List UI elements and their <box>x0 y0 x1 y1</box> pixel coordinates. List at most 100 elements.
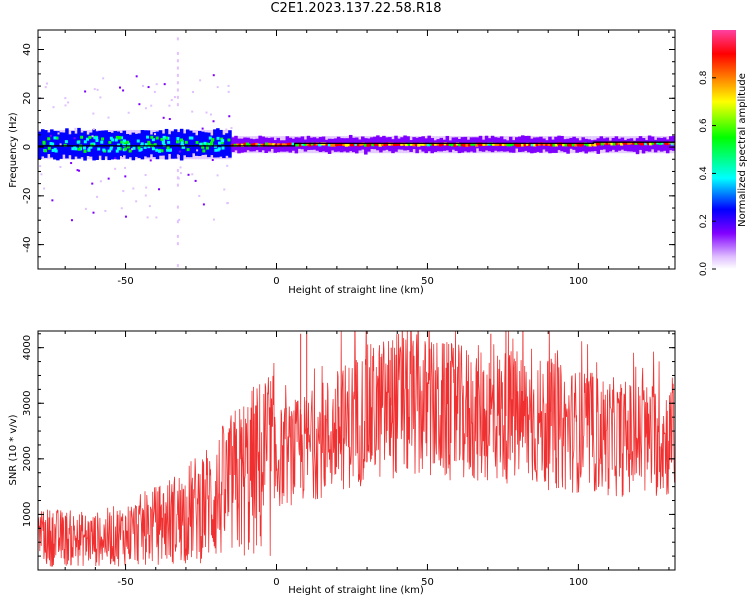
snr-x-tick-label: 100 <box>569 577 588 588</box>
spectrogram-streak <box>176 66 179 70</box>
spectrogram-outlier <box>144 173 147 176</box>
spectrogram-core-pixel <box>359 142 363 146</box>
spectrogram-speckle <box>205 146 209 150</box>
spectrogram-core-pixel <box>318 143 322 147</box>
spectrogram-core-pixel <box>383 143 387 147</box>
snr-plot-area <box>38 331 675 567</box>
spectrogram-outlier <box>211 158 214 161</box>
spectrogram-speckle <box>109 147 113 151</box>
spectrogram-speckle <box>158 149 162 153</box>
spectrogram-speckle <box>195 140 199 144</box>
snr-y-tick-label: 3000 <box>22 391 33 416</box>
spectrogram-core-cell <box>391 139 395 154</box>
spectrogram-outlier <box>205 111 208 114</box>
snr-x-axis-label: Height of straight line (km) <box>288 585 424 596</box>
spectrogram-y-tick-label: -20 <box>22 188 33 204</box>
spectrogram-speckle <box>47 146 51 150</box>
spectrogram-speckle <box>53 136 57 140</box>
spectrogram-core-cell <box>433 140 438 152</box>
spectrogram-outlier <box>43 187 46 190</box>
spectrogram-speckle <box>49 142 53 146</box>
spectrogram-core-pixel <box>641 142 645 146</box>
spectrogram-outlier <box>57 132 60 135</box>
spectrogram-core-pixel <box>272 143 276 147</box>
spectrogram-core-cell <box>213 129 217 158</box>
spectrogram-speckle <box>122 139 126 143</box>
spectrogram-speckle <box>182 145 186 149</box>
spectrogram-speckle <box>151 138 155 142</box>
spectrogram-x-tick-label: 0 <box>273 276 279 287</box>
spectrogram-outlier <box>102 77 105 80</box>
snr-x-tick-label: 0 <box>273 577 279 588</box>
spectrogram-outlier <box>147 86 150 89</box>
spectrogram-outlier <box>114 167 117 170</box>
spectrogram-outlier <box>216 174 219 177</box>
spectrogram-speckle <box>214 148 218 152</box>
spectrogram-outlier <box>212 74 215 77</box>
colorbar-tick-label: 0.6 <box>699 118 709 133</box>
spectrogram-outlier <box>192 90 195 93</box>
spectrogram-speckle <box>95 138 99 142</box>
spectrogram-core-pixel <box>438 143 443 147</box>
spectrogram-core-pixel <box>499 142 503 146</box>
spectrogram-core-pixel <box>521 143 525 147</box>
spectrogram-speckle <box>180 142 184 146</box>
spectrogram-outlier <box>170 99 173 102</box>
spectrogram-speckle <box>73 145 77 149</box>
spectrogram-speckle <box>88 135 92 139</box>
spectrogram-streak <box>176 264 179 268</box>
spectrogram-outlier <box>124 166 127 169</box>
spectrogram-outlier <box>44 86 47 89</box>
spectrogram-y-tick-label: -40 <box>22 236 33 252</box>
spectrogram-speckle <box>53 147 57 151</box>
spectrogram-y-tick-label: 20 <box>22 92 33 105</box>
spectrogram-outlier <box>45 82 48 85</box>
spectrogram-outlier <box>149 159 152 162</box>
spectrogram-outlier <box>64 97 67 100</box>
spectrogram-outlier <box>107 177 110 180</box>
spectrogram-speckle <box>144 143 148 147</box>
spectrogram-speckle <box>100 140 104 144</box>
spectrogram-outlier <box>191 173 194 176</box>
spectrogram-core-pixel <box>458 143 462 147</box>
spectrogram-core-pixel <box>617 141 621 145</box>
spectrogram-core-pixel <box>484 142 489 146</box>
spectrogram-speckle <box>221 139 225 143</box>
spectrogram-core-pixel <box>289 142 293 146</box>
spectrogram-core-cell <box>584 138 588 154</box>
spectrogram-core-pixel <box>501 143 505 147</box>
spectrogram-core-pixel <box>284 143 288 147</box>
spectrogram-speckle <box>166 148 170 152</box>
spectrogram-speckle <box>92 142 96 146</box>
spectrogram-core-cell <box>98 130 102 156</box>
spectrogram-core-pixel <box>429 142 433 146</box>
spectrogram-core-pixel <box>301 142 305 146</box>
spectrogram-outlier <box>40 173 43 176</box>
spectrogram-speckle <box>143 145 147 149</box>
spectrogram-outlier <box>131 148 134 151</box>
spectrogram-outlier <box>91 182 94 185</box>
spectrogram-core-pixel <box>453 143 457 147</box>
spectrogram-speckle <box>150 135 154 139</box>
spectrogram-core-pixel <box>598 142 602 146</box>
spectrogram-outlier <box>122 190 125 193</box>
spectrogram-streak <box>176 183 179 187</box>
spectrogram-core-pixel <box>405 143 409 147</box>
spectrogram-speckle <box>137 146 141 150</box>
spectrogram-outlier <box>132 187 135 190</box>
spectrogram-streak <box>176 234 179 238</box>
spectrogram-core-pixel <box>238 143 242 147</box>
snr-series-line <box>38 331 675 567</box>
spectrogram-core-pixel <box>545 142 549 146</box>
spectrogram-streak <box>176 154 179 158</box>
snr-x-tick-label: -50 <box>117 577 133 588</box>
snr-y-tick-label: 1000 <box>22 502 33 527</box>
spectrogram-speckle <box>147 142 151 146</box>
spectrogram-core-cell <box>448 140 453 153</box>
spectrogram-speckle <box>162 135 166 139</box>
snr-frame <box>37 330 676 571</box>
spectrogram-outlier <box>114 157 117 160</box>
spectrogram-core-pixel <box>523 143 527 147</box>
spectrogram-outlier <box>64 104 67 107</box>
